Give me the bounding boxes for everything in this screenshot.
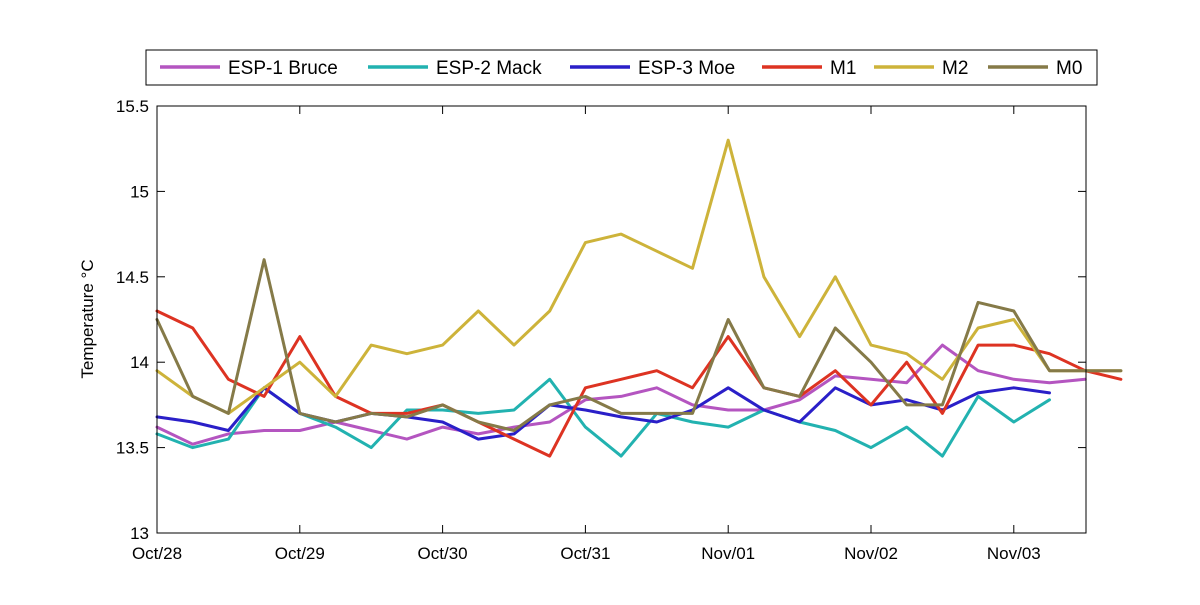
x-tick-label: Oct/28 bbox=[132, 544, 182, 563]
series-line-m1 bbox=[155, 309, 1123, 458]
legend: ESP-1 Bruce ESP-2 Mack ESP-3 Moe M1 M2 M0 bbox=[145, 49, 1098, 86]
y-tick-label: 15.5 bbox=[116, 97, 149, 116]
series-layer bbox=[155, 138, 1123, 458]
series-line-m0 bbox=[155, 258, 1123, 432]
legend-label: M2 bbox=[942, 58, 968, 79]
x-tick-label: Nov/03 bbox=[987, 544, 1041, 563]
series-line-esp-2-mack bbox=[155, 377, 1051, 458]
y-axis-label: Temperature °C bbox=[78, 259, 97, 378]
plot-frame bbox=[156, 105, 1087, 534]
x-tick-label: Nov/02 bbox=[844, 544, 898, 563]
legend-label: M0 bbox=[1056, 58, 1082, 79]
y-tick-label: 15 bbox=[130, 182, 149, 201]
legend-label: ESP-3 Moe bbox=[638, 58, 735, 79]
y-tick-label: 13 bbox=[130, 524, 149, 543]
x-tick-label: Nov/01 bbox=[701, 544, 755, 563]
legend-label: M1 bbox=[830, 58, 856, 79]
legend-label: ESP-2 Mack bbox=[436, 58, 542, 79]
x-tick-label: Oct/29 bbox=[275, 544, 325, 563]
y-tick-label: 14 bbox=[130, 353, 149, 372]
x-tick-label: Oct/31 bbox=[560, 544, 610, 563]
legend-label: ESP-1 Bruce bbox=[228, 58, 338, 79]
series-line-m2 bbox=[155, 138, 1123, 415]
axis-layer: Oct/28 Oct/29 Oct/30 Oct/31 Nov/01 Nov/02 Nov/… bbox=[116, 97, 1086, 563]
y-tick-label: 14.5 bbox=[116, 268, 149, 287]
series-line-esp-1-bruce bbox=[155, 343, 1087, 446]
x-tick-label: Oct/30 bbox=[418, 544, 468, 563]
y-tick-label: 13.5 bbox=[116, 439, 149, 458]
